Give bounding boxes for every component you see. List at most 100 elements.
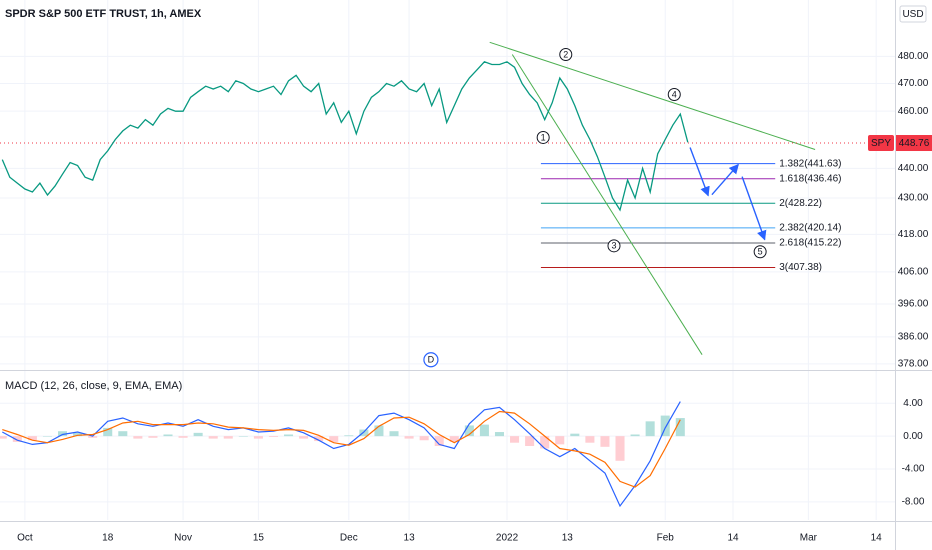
histogram-bar (600, 436, 610, 447)
wave-label: 5 (758, 247, 763, 257)
histogram-bar (223, 436, 233, 439)
histogram-bar (27, 436, 37, 441)
wave-marker (559, 48, 573, 62)
x-tick-label: 15 (253, 533, 265, 544)
x-tick-label: 18 (102, 533, 114, 544)
histogram-bar (555, 436, 565, 445)
histogram-bar (148, 436, 158, 438)
last-price-tag (896, 135, 932, 152)
currency: USD (902, 9, 923, 20)
histogram-bar (510, 436, 520, 443)
y-tick-label: 386.00 (898, 332, 929, 343)
price-line (1, 61, 689, 212)
histogram-bar (494, 432, 505, 437)
histogram-bar (103, 427, 113, 437)
histogram-bar (42, 436, 52, 437)
y-tick-label: 460.00 (898, 106, 929, 117)
histogram-bar (434, 436, 444, 446)
histogram-bar (299, 436, 309, 439)
wave-label: 1 (541, 132, 546, 142)
histogram-bar (133, 436, 143, 439)
histogram-bar (404, 436, 414, 439)
plot: 1.382(441.63) 1.618(436.46) 2(428.22) 2.382… (0, 41, 895, 508)
histogram-bar (118, 431, 128, 437)
y-tick-label: 396.00 (898, 299, 929, 310)
y-tick-label: 470.00 (898, 78, 929, 89)
x-tick-label: 13 (562, 533, 574, 544)
y-tick-label: 378.00 (898, 358, 929, 369)
macd-title: MACD (12, 26, close, 9, EMA, EMA) (5, 380, 182, 392)
histogram-bar (675, 418, 685, 437)
histogram-bar (630, 434, 640, 437)
histogram-bar (359, 429, 369, 437)
wave-label: 4 (672, 89, 677, 99)
histogram-bar (0, 436, 7, 439)
histogram-bar (449, 436, 459, 442)
symbol-tag (868, 135, 894, 152)
histogram-bar (268, 436, 278, 437)
projection-arrow (711, 163, 739, 196)
histogram-bar (660, 415, 670, 437)
projection-arrow (741, 176, 767, 241)
y-tick-label: 4.00 (903, 398, 923, 409)
fib-label: 1.618(436.46) (779, 173, 841, 184)
histogram-bar (238, 436, 248, 437)
histogram-bar (464, 425, 474, 437)
histogram-bar (163, 434, 173, 437)
x-tick-label: 14 (727, 533, 739, 544)
x-tick-label: Oct (17, 533, 33, 544)
histogram-bar (253, 436, 263, 439)
histogram-bar (344, 435, 354, 437)
histogram-bar (314, 436, 324, 442)
histogram-bar (525, 436, 535, 446)
y-tick-label: 480.00 (898, 51, 929, 62)
histogram-bar (389, 431, 399, 437)
wave-marker (536, 130, 550, 144)
wave-label: 3 (611, 241, 616, 251)
last-price-label: 448.76 (899, 138, 930, 149)
trendline (511, 54, 703, 355)
dividend-marker (423, 352, 439, 368)
currency-box (899, 5, 927, 23)
histogram-bar (419, 436, 429, 441)
histogram-bar (615, 436, 625, 461)
y-tick-label: 0.00 (903, 431, 923, 442)
fib-label: 2(428.22) (779, 198, 822, 209)
y-tick-label: 440.00 (898, 163, 929, 174)
histogram-bar (284, 434, 294, 437)
histogram-bar (88, 436, 98, 438)
macd-line (2, 410, 681, 488)
fib-label: 2.382(420.14) (779, 222, 841, 233)
histogram-bar (570, 433, 580, 437)
x-tick-label: 13 (404, 533, 416, 544)
histogram-bar (374, 425, 384, 437)
wave-marker (753, 245, 767, 259)
trendline (489, 41, 816, 150)
y-tick-label: -8.00 (902, 497, 925, 508)
histogram-bar (178, 436, 188, 438)
wave-label: 2 (563, 49, 568, 59)
y-tick-label: -4.00 (902, 464, 925, 475)
histogram-bar (479, 424, 489, 437)
x-tick-label: 2022 (496, 533, 519, 544)
histogram-bar (58, 431, 68, 437)
chart-title: SPDR S&P 500 ETF TRUST, 1h, AMEX (5, 8, 202, 20)
histogram-bar (585, 436, 595, 443)
fib-label: 3(407.38) (779, 262, 822, 273)
fib-label: 2.618(415.22) (779, 238, 841, 249)
histogram-bar (12, 436, 22, 442)
histogram-bar (193, 432, 203, 437)
wave-marker (607, 239, 621, 253)
y-tick-label: 406.00 (898, 267, 929, 278)
symbol-tag-text: SPY (871, 138, 891, 149)
grid (0, 0, 895, 520)
histogram-bar (645, 421, 655, 437)
histogram-bar (208, 436, 218, 439)
dividend-label: D (428, 355, 435, 365)
histogram-bar (540, 436, 550, 449)
wave-marker (667, 87, 681, 101)
x-tick-label: 14 (871, 533, 883, 544)
x-tick-label: Dec (340, 533, 358, 544)
